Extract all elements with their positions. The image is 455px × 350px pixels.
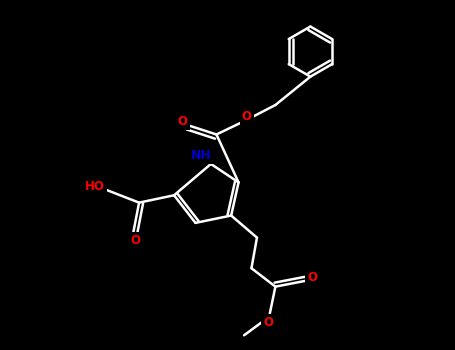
Text: O: O (308, 271, 318, 284)
Text: O: O (131, 234, 141, 247)
Text: O: O (177, 115, 187, 128)
Text: NH: NH (192, 149, 212, 162)
Text: O: O (263, 316, 273, 329)
Text: HO: HO (85, 180, 105, 193)
Text: O: O (242, 110, 252, 123)
